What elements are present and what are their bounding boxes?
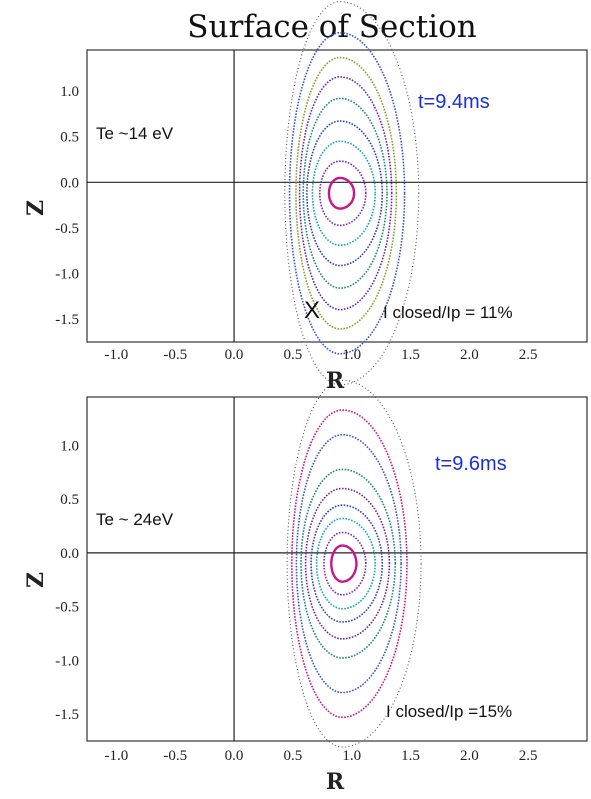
flux-surface-8 (290, 409, 408, 718)
figure-title: Surface of Section (187, 9, 477, 45)
bottom-panel: -1.0 -0.5 0.0 0.5 1.0 1.5 2.0 2.5 1.0 0.5 0.0 -0.5 -… (23, 379, 588, 795)
flux-surface-8 (288, 31, 406, 355)
x-tick-label: 2.5 (519, 748, 538, 764)
surfaces (284, 1, 420, 386)
y-tick-label: -1.5 (55, 312, 79, 328)
flux-surface-7 (295, 56, 398, 330)
x-tick-label: 0.0 (225, 347, 244, 363)
closed-current-label: I closed/Ip = 11% (383, 303, 513, 322)
y-tick-label: 0.5 (60, 492, 79, 508)
y-tick-label: -0.5 (55, 221, 79, 237)
flux-surface-2 (319, 160, 367, 227)
flux-surface-5 (302, 97, 388, 289)
xpoint-marker: X (304, 297, 320, 324)
flux-surface-2 (323, 531, 367, 596)
flux-surface-3 (311, 140, 377, 246)
plot-frame (86, 396, 588, 742)
x-tick-label: -0.5 (163, 347, 187, 363)
y-tick-label: -1.5 (55, 707, 79, 723)
x-axis-label: R (326, 368, 345, 394)
surfaces (286, 379, 422, 748)
flux-surface-1 (327, 176, 356, 210)
y-tick-label: -0.5 (55, 600, 79, 616)
outer-boundary (286, 379, 422, 748)
x-tick-label: 1.5 (401, 748, 420, 764)
x-tick-label: -1.0 (105, 748, 129, 764)
x-tick-label: -0.5 (163, 748, 187, 764)
x-tick-label: 0.5 (284, 347, 303, 363)
y-tick-label: -1.0 (55, 267, 79, 283)
y-tick-label: 0.5 (60, 130, 79, 146)
flux-surface-4 (306, 120, 384, 267)
x-tick-label: 2.5 (519, 347, 538, 363)
y-tick-label: 0.0 (60, 175, 79, 191)
y-axis-label: Z (23, 200, 49, 216)
flux-surface-3 (315, 517, 377, 610)
y-tick-label: -1.0 (55, 653, 79, 669)
x-tick-label: 1.0 (342, 347, 361, 363)
flux-surface-6 (300, 468, 397, 659)
y-axis-label: Z (23, 572, 49, 588)
tick-labels: -1.0 -0.5 0.0 0.5 1.0 1.5 2.0 2.5 1.0 0.5 0.0 -0.5 -… (55, 438, 537, 764)
te-label: Te ~14 eV (96, 124, 174, 143)
x-axis-label: R (326, 769, 345, 795)
axis-lines (87, 50, 587, 342)
outer-boundary (284, 1, 420, 386)
x-tick-label: 1.0 (342, 748, 361, 764)
flux-surface-5 (304, 487, 391, 640)
flux-surface-1 (330, 544, 358, 583)
axis-lines (87, 397, 587, 741)
x-tick-label: 2.0 (460, 748, 479, 764)
flux-surface-6 (298, 76, 393, 311)
time-label: t=9.4ms (418, 91, 490, 113)
plot-frame (86, 49, 588, 343)
closed-current-label: I closed/Ip =15% (386, 702, 512, 721)
flux-surface-4 (310, 504, 384, 623)
y-tick-label: 1.0 (60, 438, 79, 454)
flux-surface-7 (295, 434, 402, 694)
top-panel: -1.0 -0.5 0.0 0.5 1.0 1.5 2.0 2.5 1.0 0.5 0.0 -0.5 -… (23, 1, 588, 394)
time-label: t=9.6ms (435, 453, 507, 475)
x-tick-label: -1.0 (105, 347, 129, 363)
y-tick-label: 0.0 (60, 546, 79, 562)
x-tick-label: 2.0 (460, 347, 479, 363)
te-label: Te ~ 24eV (96, 510, 174, 529)
tick-labels: -1.0 -0.5 0.0 0.5 1.0 1.5 2.0 2.5 1.0 0.5 0.0 -0.5 -… (55, 84, 537, 363)
x-tick-label: 0.5 (284, 748, 303, 764)
x-tick-label: 0.0 (225, 748, 244, 764)
x-tick-label: 1.5 (401, 347, 420, 363)
y-tick-label: 1.0 (60, 84, 79, 100)
